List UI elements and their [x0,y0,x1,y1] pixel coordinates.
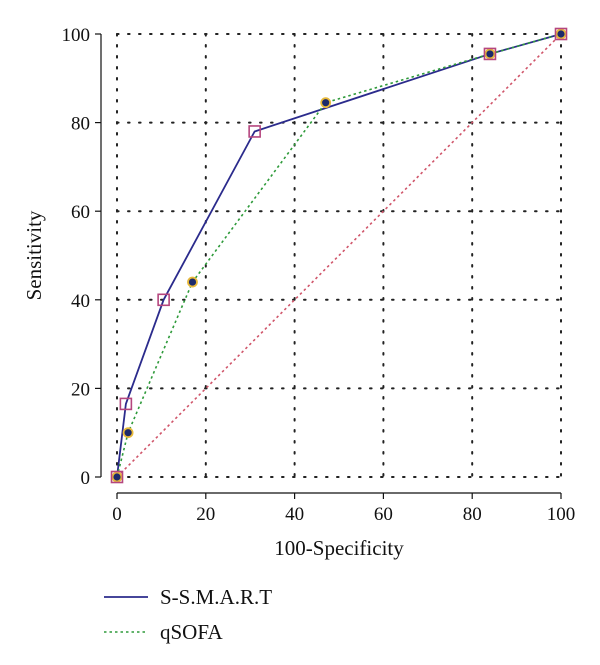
qsofa-point-0 [111,471,123,483]
x-tick-label-1: 20 [196,504,215,525]
legend-label-qsofa: qSOFA [160,620,223,644]
legend: S-S.M.A.R.T qSOFA [104,585,272,644]
qsofa-point-4 [484,48,496,60]
qsofa-point-3 [320,97,332,109]
x-tick-label-3: 60 [374,504,393,525]
qsofa-point-5 [555,28,567,40]
qsofa-point-1 [122,427,134,439]
s-smart-point-1 [119,397,133,411]
y-tick-label-3: 60 [71,202,90,223]
legend-label-s-smart: S-S.M.A.R.T [160,585,272,609]
x-tick-label-0: 0 [112,504,122,525]
series-line-1 [116,33,562,478]
x-axis-title: 100-Specificity [274,536,404,560]
y-axis-title: Sensitivity [22,210,46,300]
s-smart-point-0 [110,470,124,484]
qsofa-point-2 [187,276,198,288]
s-smart-point-2 [157,293,170,307]
y-tick-label-0: 0 [81,468,91,489]
y-tick-label-1: 20 [71,379,90,400]
tick-labels: 0 20 40 60 80 100 0 20 40 60 80 100 [62,25,576,525]
series-line-2 [116,33,562,478]
x-tick-label-2: 40 [285,504,304,525]
y-tick-label-4: 80 [71,114,90,135]
grid [116,33,562,478]
x-tick-label-4: 80 [463,504,482,525]
s-smart-point-3 [248,125,261,138]
x-tick-label-5: 100 [547,504,576,525]
series-lines [116,33,562,478]
axes [100,34,561,494]
y-tick-label-5: 100 [62,25,91,46]
y-tick-label-2: 40 [71,291,90,312]
reference-line [116,33,562,478]
s-smart-point-5 [554,27,568,41]
s-smart-point-4 [483,47,497,61]
series-markers [110,27,568,484]
